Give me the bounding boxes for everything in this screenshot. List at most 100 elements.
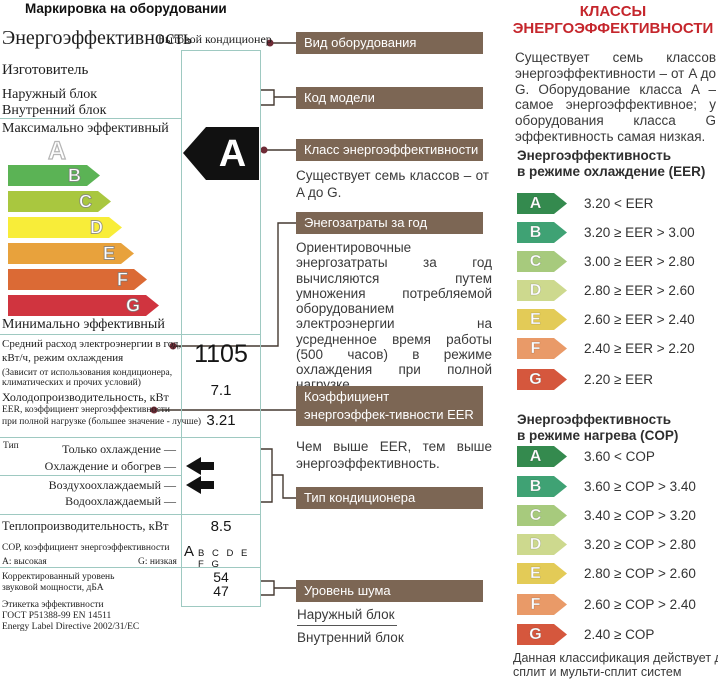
type-row-cooling-heating: Охлаждение и обогрев — — [44, 459, 176, 473]
scale-hint-high: A: высокая — [2, 557, 47, 567]
type-row-air-cooled: Воздухоохлаждаемый — — [48, 478, 176, 492]
class-indicator-letter: A — [218, 133, 247, 175]
label-heading: Энергоэффективность — [2, 27, 193, 49]
max-effective-label: Максимально эффективный — [2, 121, 169, 136]
cop-range-c: 3.40 ≥ COP > 3.20 — [584, 508, 696, 523]
eer-row-e: E 2.60 ≥ EER > 2.40 — [517, 309, 695, 330]
noise-indoor-unit-label: Внутренний блок — [297, 630, 404, 645]
eer-row-c: C 3.00 ≥ EER > 2.80 — [517, 251, 695, 272]
eer-row-a: A 3.20 < EER — [517, 193, 653, 214]
eer-value: 3.21 — [206, 412, 236, 429]
eer-row-b: B 3.20 ≥ EER > 3.00 — [517, 222, 695, 243]
right-intro: Существует семь классов энергоэффективно… — [515, 50, 716, 144]
noise-label-line2: звуковой мощности, дБА — [2, 583, 104, 593]
eer-heading-line1: Энергоэффективность — [517, 148, 672, 163]
cop-arrow-g: G — [517, 624, 567, 645]
scale-arrow-c: C — [8, 191, 111, 212]
eer-arrow-e: E — [517, 309, 567, 330]
noise-outdoor-unit-label: Наружный блок — [297, 607, 395, 622]
cop-heading-line1: Энергоэффективность — [517, 412, 672, 427]
cop-arrow-e: E — [517, 563, 567, 584]
cop-row-g: G 2.40 ≥ COP — [517, 624, 654, 645]
class-scale-rest: B C D E F G — [198, 548, 250, 570]
cop-note: COP, коэффициент энергоэффективности — [2, 543, 170, 553]
annual-consumption-value: 1105 — [194, 340, 248, 368]
eer-range-g: 2.20 ≥ EER — [584, 372, 653, 387]
callout-equipment-type: Вид оборудования — [296, 32, 483, 55]
divider — [0, 334, 261, 335]
right-title-line1: КЛАССЫ — [579, 3, 647, 20]
cop-range-a: 3.60 < COP — [584, 449, 655, 464]
heat-capacity-label: Теплопроизводительность, кВт — [2, 519, 169, 533]
cop-heading-line2: в режиме нагрева (COP) — [517, 428, 679, 443]
eer-range-b: 3.20 ≥ EER > 3.00 — [584, 225, 695, 240]
class-scale-first: A — [184, 543, 195, 560]
cop-arrow-f: F — [517, 594, 567, 615]
cop-range-g: 2.40 ≥ COP — [584, 627, 655, 642]
callout-annual-energy: Энегозатраты за год — [296, 212, 483, 235]
callout-efficiency-class: Класс энергоэффективности — [296, 139, 483, 162]
scale-letter: D — [90, 217, 103, 237]
eer-range-f: 2.40 ≥ EER > 2.20 — [584, 341, 695, 356]
scale-letter: C — [79, 191, 92, 211]
scale-arrow-f: F — [8, 269, 147, 290]
type-row-water-cooled: Водоохлаждаемый — — [65, 494, 176, 508]
avg-consumption-line1: Средний расход электроэнергии в год, — [2, 338, 182, 350]
eer-arrow-f: F — [517, 338, 567, 359]
cop-range-b: 3.60 ≥ COP > 3.40 — [584, 479, 696, 494]
cop-row-c: C 3.40 ≥ COP > 3.20 — [517, 505, 696, 526]
scale-arrow-e: E — [8, 243, 134, 264]
eer-row-d: D 2.80 ≥ EER > 2.60 — [517, 280, 695, 301]
right-title-line2: ЭНЕРГОЭФФЕКТИВНОСТИ — [512, 20, 714, 37]
scale-letter: B — [68, 165, 81, 185]
eer-arrow-d: D — [517, 280, 567, 301]
noise-label-line1: Корректированный уровень — [2, 572, 115, 582]
callout-model-code: Код модели — [296, 87, 483, 110]
device-type-label: Бытовой кондиционер — [158, 32, 272, 46]
class-scale-row: A B C D E F G — [184, 543, 260, 570]
cop-range-e: 2.80 ≥ COP > 2.60 — [584, 566, 696, 581]
callout-eer: Коэффициент энергоэффек-тивности EER — [296, 386, 483, 427]
divider — [0, 118, 181, 119]
noise-units-divider — [297, 625, 397, 626]
eer-range-a: 3.20 < EER — [584, 196, 654, 211]
min-effective-label: Минимально эффективный — [2, 317, 165, 332]
cop-row-a: A 3.60 < COP — [517, 446, 655, 467]
cooling-capacity-value: 7.1 — [210, 382, 232, 399]
avg-consumption-line2: кВт/ч, режим охлаждения — [2, 352, 124, 364]
energy-label-outline — [181, 50, 261, 607]
scale-letter: F — [117, 269, 128, 289]
indoor-unit-label: Внутренний блок — [2, 103, 107, 118]
eer-arrow-c: C — [517, 251, 567, 272]
cop-range-f: 2.60 ≥ COP > 2.40 — [584, 597, 696, 612]
scale-arrow-b: B — [8, 165, 100, 186]
eer-range-e: 2.60 ≥ EER > 2.40 — [584, 312, 695, 327]
callout-noise-level: Уровень шума — [296, 580, 483, 603]
divider — [0, 437, 261, 438]
right-footnote-line1: Данная классификация действует для — [513, 651, 718, 665]
cop-range-d: 3.20 ≥ COP > 2.80 — [584, 537, 696, 552]
cop-row-d: D 3.20 ≥ COP > 2.80 — [517, 534, 696, 555]
std-line3: Energy Label Directive 2002/31/EC — [2, 622, 140, 632]
eer-range-c: 3.00 ≥ EER > 2.80 — [584, 254, 695, 269]
eer-note2: при полной нагрузке (большее значение - … — [2, 417, 202, 427]
type-row-cooling-only: Только охлаждение — — [62, 442, 176, 456]
eer-row-g: G 2.20 ≥ EER — [517, 369, 653, 390]
noise-indoor-value: 47 — [213, 583, 229, 599]
std-line1: Этикетка эффективности — [2, 600, 104, 610]
scale-arrow-g: G — [8, 295, 159, 316]
efficiency-class-note: Существует семь классов – от A до G. — [296, 168, 489, 201]
std-line2: ГОСТ Р51388-99 EN 14511 — [2, 611, 112, 621]
divider — [0, 514, 261, 515]
cop-row-b: B 3.60 ≥ COP > 3.40 — [517, 476, 696, 497]
noise-outdoor-value: 54 — [213, 569, 229, 585]
page-title: Маркировка на оборудовании — [25, 1, 227, 16]
eer-arrow-a: A — [517, 193, 567, 214]
cop-row-f: F 2.60 ≥ COP > 2.40 — [517, 594, 696, 615]
divider — [0, 567, 261, 568]
cop-arrow-c: C — [517, 505, 567, 526]
cop-row-e: E 2.80 ≥ COP > 2.60 — [517, 563, 696, 584]
manufacturer-label: Изготовитель — [2, 62, 89, 78]
selected-type-arrow-icon — [186, 457, 214, 475]
